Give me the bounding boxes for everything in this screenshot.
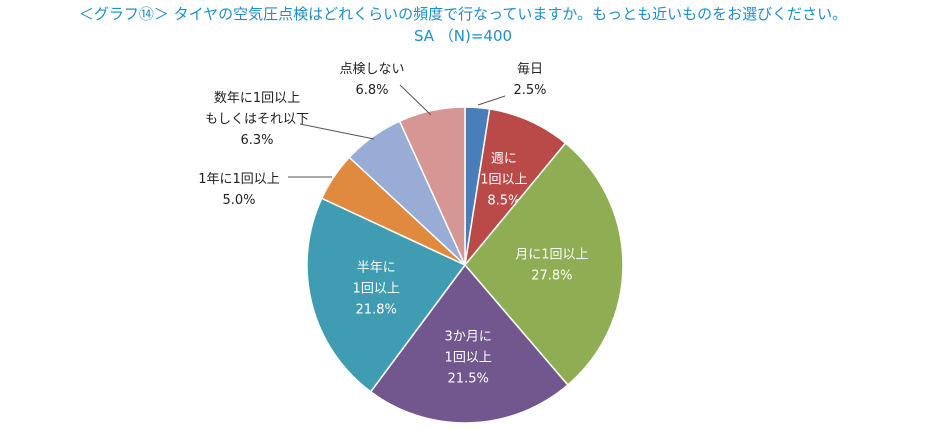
slice-label-5: 1年に1回以上 5.0% bbox=[198, 172, 280, 208]
slice-category-label: 1回以上 bbox=[353, 282, 400, 297]
pie-slice-7 bbox=[398, 106, 466, 266]
slice-label-2: 月に1回以上 27.8% bbox=[515, 248, 588, 284]
slice-value-label: 21.8% bbox=[356, 303, 397, 318]
slice-value-label: 27.8% bbox=[531, 269, 572, 284]
leader-line-6 bbox=[299, 123, 375, 140]
slice-value-label: 5.0% bbox=[222, 193, 255, 208]
slice-value-label: 6.8% bbox=[355, 83, 388, 98]
slice-category-label: 点検しない bbox=[339, 62, 404, 77]
slice-category-label: 3か月に bbox=[445, 330, 492, 345]
chart-subtitle: SA （N)=400 bbox=[413, 27, 513, 45]
slice-category-label: 1年に1回以上 bbox=[198, 172, 280, 187]
slice-label-0: 毎日 2.5% bbox=[513, 61, 546, 98]
slice-category-label: 週に bbox=[491, 152, 517, 167]
slice-category-label: もしくはそれ以下 bbox=[205, 112, 309, 127]
slice-label-1: 週に 1回以上 8.5% bbox=[480, 152, 527, 209]
leader-line-7 bbox=[399, 84, 432, 116]
slice-category-label: 1回以上 bbox=[480, 173, 527, 188]
slice-value-label: 8.5% bbox=[487, 194, 520, 209]
pie-slice-2 bbox=[464, 142, 624, 387]
slice-label-4: 半年に 1回以上 21.8% bbox=[353, 261, 400, 318]
slice-value-label: 2.5% bbox=[513, 83, 546, 98]
pie-slice-1 bbox=[463, 108, 567, 268]
pie-slice-3 bbox=[369, 263, 569, 424]
slice-category-label: 1回以上 bbox=[445, 351, 492, 366]
slice-label-3: 3か月に 1回以上 21.5% bbox=[445, 330, 492, 387]
slice-value-label: 21.5% bbox=[448, 372, 489, 387]
leader-line-0 bbox=[477, 95, 506, 106]
slice-label-7: 点検しない 6.8% bbox=[339, 62, 404, 98]
slice-category-label: 月に1回以上 bbox=[515, 248, 588, 263]
slice-category-label: 毎日 bbox=[517, 61, 543, 77]
slice-category-label: 数年に1回以上 bbox=[214, 91, 300, 106]
slice-category-label: 半年に bbox=[357, 261, 396, 276]
chart-title: ＜グラフ⑭＞ タイヤの空気圧点検はどれくらいの頻度で行なっていますか。もっとも近… bbox=[78, 5, 848, 23]
slice-value-label: 6.3% bbox=[240, 133, 273, 148]
